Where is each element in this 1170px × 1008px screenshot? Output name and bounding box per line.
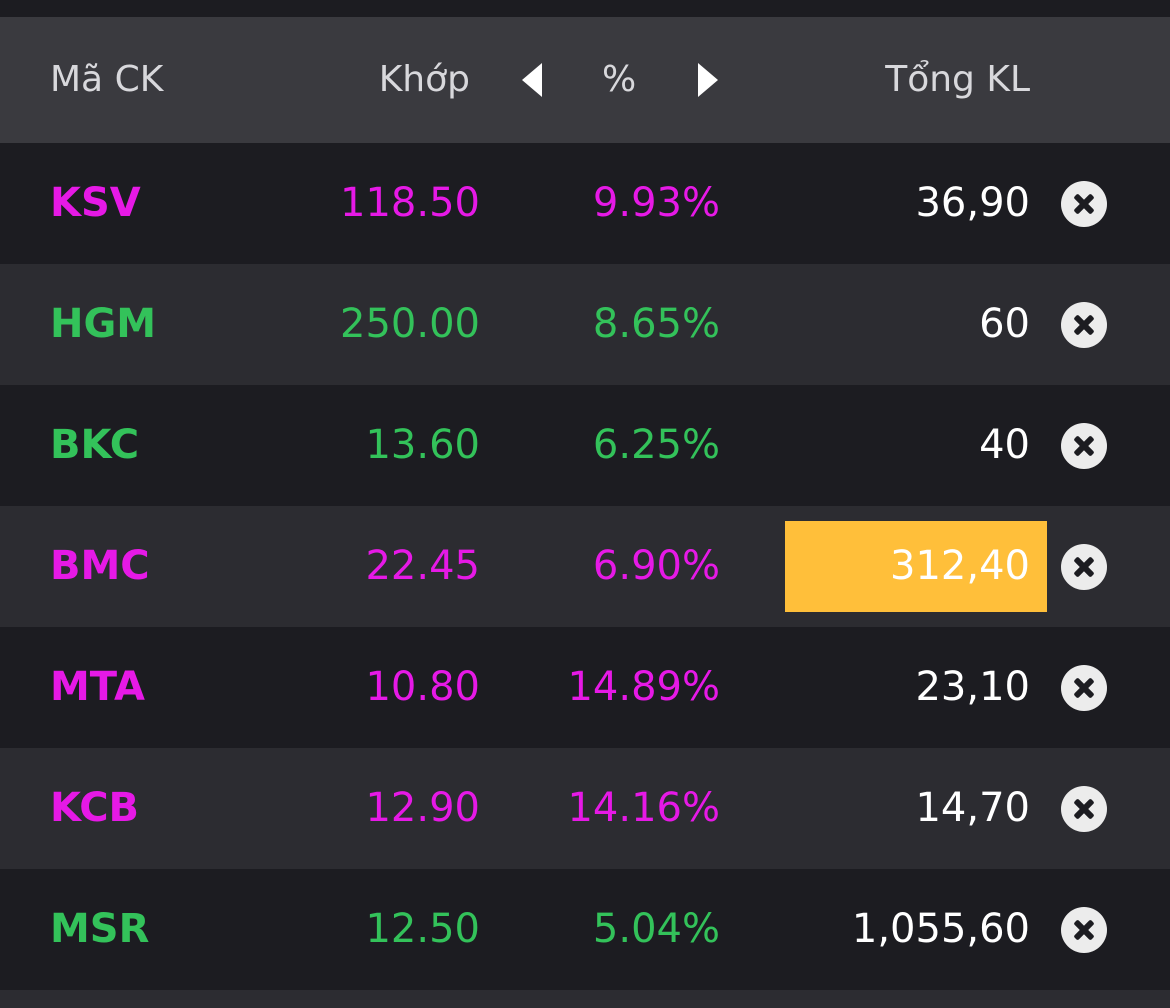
remove-icon[interactable]	[1061, 181, 1107, 227]
stock-price: 12.50	[365, 906, 480, 952]
stock-percent: 14.89%	[567, 664, 720, 710]
stock-row[interactable]: KCB 12.90 14.16% 14,70	[0, 748, 1170, 869]
stock-row[interactable]: KSV 118.50 9.93% 36,90	[0, 143, 1170, 264]
stock-list: KSV 118.50 9.93% 36,90 HGM 250.00 8.65% …	[0, 143, 1170, 990]
stock-price: 12.90	[365, 785, 480, 831]
stock-price: 250.00	[340, 301, 480, 347]
stock-symbol: BMC	[50, 543, 150, 589]
bottom-strip	[0, 990, 1170, 1008]
stock-row[interactable]: BMC 22.45 6.90% 312,40	[0, 506, 1170, 627]
stock-volume: 36,90	[915, 180, 1030, 226]
stock-symbol: HGM	[50, 301, 157, 347]
remove-icon[interactable]	[1061, 665, 1107, 711]
stock-row[interactable]: MTA 10.80 14.89% 23,10	[0, 627, 1170, 748]
remove-icon[interactable]	[1061, 302, 1107, 348]
stock-volume: 312,40	[785, 521, 1047, 612]
stock-volume: 23,10	[915, 664, 1030, 710]
stock-price: 22.45	[365, 543, 480, 589]
remove-icon[interactable]	[1061, 423, 1107, 469]
stock-symbol: KSV	[50, 180, 141, 226]
remove-icon[interactable]	[1061, 907, 1107, 953]
prev-column-button[interactable]	[514, 62, 550, 98]
stock-price: 118.50	[340, 180, 480, 226]
stock-volume: 60	[979, 301, 1030, 347]
caret-right-icon	[698, 63, 718, 97]
stock-symbol: MSR	[50, 906, 150, 952]
stock-percent: 5.04%	[592, 906, 720, 952]
stock-row[interactable]: HGM 250.00 8.65% 60	[0, 264, 1170, 385]
stock-volume: 40	[979, 422, 1030, 468]
stock-row[interactable]: MSR 12.50 5.04% 1,055,60	[0, 869, 1170, 990]
stock-percent: 8.65%	[592, 301, 720, 347]
stock-row[interactable]: BKC 13.60 6.25% 40	[0, 385, 1170, 506]
next-column-button[interactable]	[690, 62, 726, 98]
stock-percent: 6.25%	[592, 422, 720, 468]
remove-icon[interactable]	[1061, 786, 1107, 832]
header-percent[interactable]: %	[602, 59, 637, 100]
caret-left-icon	[522, 63, 542, 97]
stock-price: 13.60	[365, 422, 480, 468]
stock-symbol: KCB	[50, 785, 140, 831]
header-volume[interactable]: Tổng KL	[885, 59, 1030, 100]
stock-volume: 14,70	[915, 785, 1030, 831]
stock-price: 10.80	[365, 664, 480, 710]
header-symbol[interactable]: Mã CK	[50, 59, 164, 100]
stock-symbol: MTA	[50, 664, 145, 710]
header-price[interactable]: Khớp	[378, 59, 470, 100]
top-strip	[0, 0, 1170, 17]
stock-percent: 9.93%	[592, 180, 720, 226]
stock-volume: 1,055,60	[851, 906, 1030, 952]
stock-symbol: BKC	[50, 422, 140, 468]
stock-percent: 14.16%	[567, 785, 720, 831]
stock-percent: 6.90%	[592, 543, 720, 589]
table-header: Mã CK Khớp % Tổng KL	[0, 17, 1170, 143]
remove-icon[interactable]	[1061, 544, 1107, 590]
